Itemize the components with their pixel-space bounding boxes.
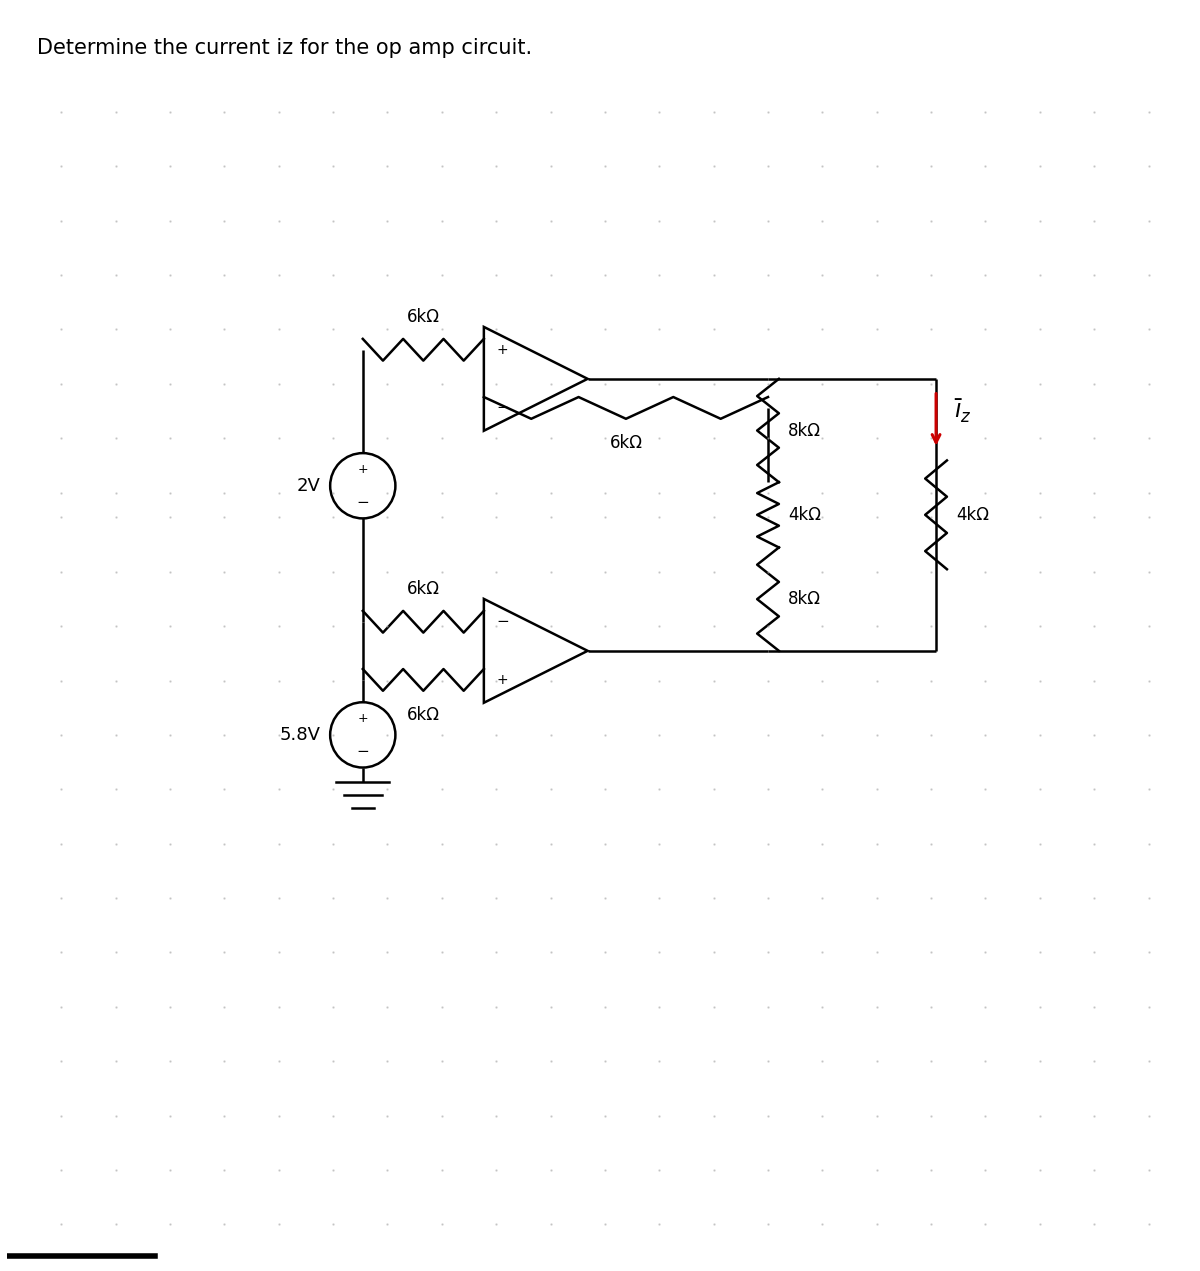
Text: 6kΩ: 6kΩ (407, 705, 440, 723)
Text: 6kΩ: 6kΩ (407, 308, 440, 327)
Text: 2V: 2V (296, 477, 320, 494)
Text: +: + (358, 712, 368, 724)
Text: −: − (497, 614, 510, 629)
Text: 6kΩ: 6kΩ (407, 580, 440, 599)
Text: 4kΩ: 4kΩ (788, 506, 821, 524)
Text: +: + (497, 672, 509, 686)
Text: 5.8V: 5.8V (280, 726, 320, 744)
Text: −: − (497, 400, 510, 416)
Text: +: + (358, 463, 368, 475)
Text: $\bar{\imath}_z$: $\bar{\imath}_z$ (954, 398, 972, 426)
Text: 6kΩ: 6kΩ (610, 433, 642, 451)
Text: 8kΩ: 8kΩ (788, 422, 821, 440)
Text: +: + (497, 343, 509, 357)
Text: 4kΩ: 4kΩ (956, 506, 989, 524)
Text: −: − (356, 494, 370, 510)
Text: 8kΩ: 8kΩ (788, 590, 821, 608)
Text: Determine the current iz for the op amp circuit.: Determine the current iz for the op amp … (36, 38, 532, 57)
Text: −: − (356, 744, 370, 759)
